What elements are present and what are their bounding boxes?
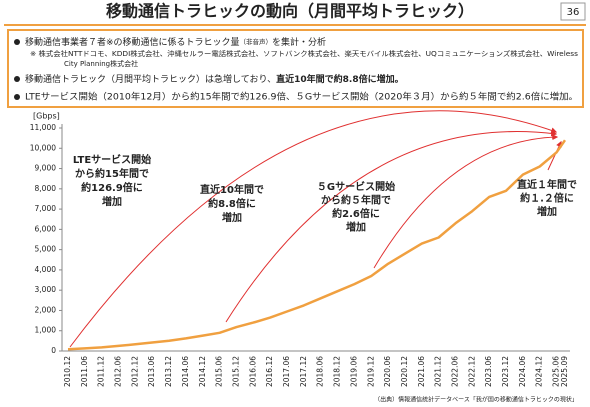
arrow (373, 134, 559, 269)
x-tick-label: 2016.12 (265, 356, 274, 387)
annotation: 直近１年間で (517, 178, 577, 191)
y-tick-label: 3,000 (35, 285, 57, 294)
page-box (560, 2, 586, 21)
x-tick-label: 2015.06 (215, 356, 224, 387)
bullet-text: 移動通信トラヒック（月間平均トラヒック）は急増しており、直近10年間で約8.8倍… (25, 73, 404, 85)
bullet-text: 移動通信事業者７者※の移動通信に係るトラヒック量（非音声）を集計・分析 (25, 36, 326, 48)
x-tick-label: 2024.12 (535, 356, 544, 387)
bullet (14, 94, 20, 100)
annotation: から約５年間で (321, 194, 391, 207)
x-tick-label: 2022.12 (467, 356, 476, 387)
annotation: 直近10年間で (200, 183, 264, 196)
note: City Planning株式会社 (64, 59, 138, 68)
annotation: から約15年間で (75, 167, 149, 180)
x-tick-label: 2023.06 (484, 356, 493, 387)
annotation: 増加 (346, 221, 366, 234)
x-tick-label: 2014.12 (198, 356, 207, 387)
x-tick-label: 2025.09 (560, 356, 569, 387)
x-tick-label: 2016.06 (248, 356, 257, 387)
x-tick-label: 2013.12 (164, 356, 173, 387)
x-tick-label: 2020.12 (400, 356, 409, 387)
arrow (225, 130, 558, 323)
annotation: 約126.9倍に (81, 181, 143, 194)
x-tick-label: 2011.12 (97, 356, 106, 387)
y-tick-label: 5,000 (35, 245, 57, 254)
x-tick-label: 2023.12 (501, 356, 510, 387)
y-tick-label: 10,000 (30, 143, 56, 152)
x-tick-label: 2024.06 (518, 356, 527, 387)
arrow (69, 110, 558, 348)
annotation: 増加 (222, 211, 242, 224)
text: （非音声） (240, 37, 273, 46)
x-tick-label: 2010.12 (63, 356, 72, 387)
title: 移動通信トラヒックの動向（月間平均トラヒック） (106, 2, 474, 21)
source: （出典）情報通信統計データベース「我が国の移動通信トラヒックの現状」 (374, 396, 578, 404)
x-tick-label: 2017.12 (299, 356, 308, 387)
bullet (14, 39, 20, 45)
text: 移動通信事業者７者※の移動通信に係るトラヒック量 (25, 36, 240, 48)
x-tick-label: 2013.06 (147, 356, 156, 387)
annotation: 約１.２倍に (520, 192, 574, 205)
annotation: ５Gサービス開始 (317, 180, 395, 193)
line (67, 139, 567, 351)
y-tick-label: 6,000 (35, 224, 57, 233)
page-number: 36 (567, 7, 580, 18)
y-tick-label: 4,000 (35, 265, 57, 274)
annotation: 約2.6倍に (332, 207, 380, 220)
y-axis-label: [Gbps] (33, 112, 60, 121)
x-tick-label: 2019.12 (366, 356, 375, 387)
x-tick-label: 2018.06 (316, 356, 325, 387)
y-tick-label: 1,000 (35, 326, 57, 335)
annotation: LTEサービス開始 (73, 153, 151, 166)
arrows (69, 110, 562, 348)
x-tick-label: 2021.06 (417, 356, 426, 387)
bullet-text: LTEサービス開始（2010年12月）から約15年間で約126.9倍、５Gサービ… (25, 91, 578, 103)
x-tick-label: 2017.06 (282, 356, 291, 387)
x-tick-label: 2019.06 (349, 356, 358, 387)
x-tick-label: 2014.06 (181, 356, 190, 387)
x-tick-label: 2025.06 (552, 356, 561, 387)
text: を集計・分析 (272, 36, 326, 48)
y-tick-label: 11,000 (30, 123, 56, 132)
annotation: 増加 (102, 195, 122, 208)
x-tick-label: 2012.06 (114, 356, 123, 387)
x-tick-label: 2018.12 (333, 356, 342, 387)
x-tick-label: 2022.06 (450, 356, 459, 387)
text: 直近10年間で約8.8倍に増加。 (276, 73, 403, 85)
annotation: 約8.8倍に (208, 197, 256, 210)
y-tick-label: 9,000 (35, 164, 57, 173)
summary-box (7, 29, 584, 108)
x-tick-label: 2012.12 (130, 356, 139, 387)
y-tick-label: 2,000 (35, 305, 57, 314)
note: ※ 株式会社NTTドコモ、KDDI株式会社、沖縄セルラー電話株式会社、ソフトバン… (30, 49, 578, 58)
annotation: 増加 (537, 205, 557, 218)
x-tick-label: 2020.06 (383, 356, 392, 387)
y-tick-label: 7,000 (35, 204, 57, 213)
y-tick-label: 8,000 (35, 184, 57, 193)
y-tick-label: 0 (51, 346, 56, 355)
text: 移動通信トラヒック（月間平均トラヒック）は急増しており、 (25, 73, 276, 85)
bullet (14, 76, 20, 82)
arrow (547, 140, 562, 171)
x-tick-label: 2011.06 (80, 356, 89, 387)
x-tick-label: 2015.12 (231, 356, 240, 387)
x-tick-label: 2021.12 (434, 356, 443, 387)
